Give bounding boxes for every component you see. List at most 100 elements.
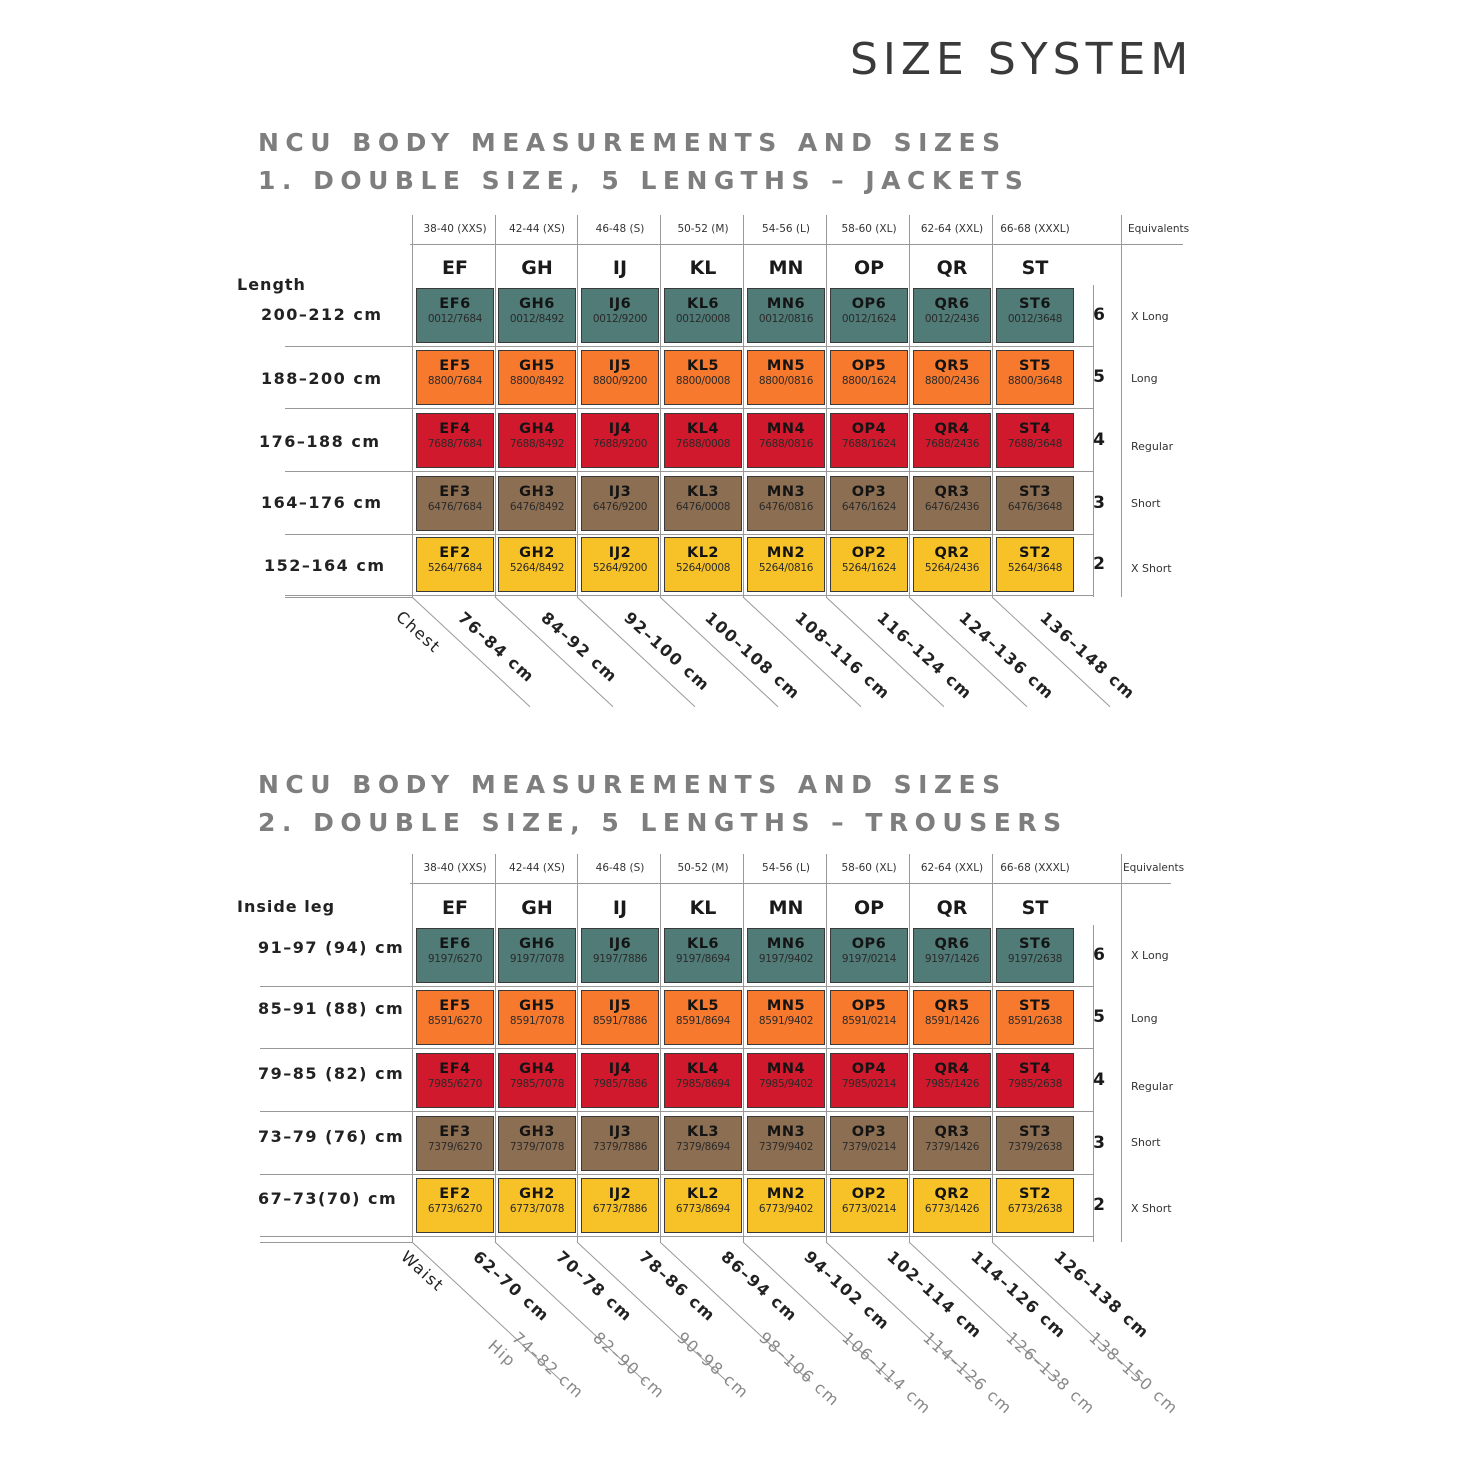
size-code: QR6 <box>934 936 970 952</box>
size-number: 9197/0214 <box>841 953 897 965</box>
size-cell-mn3: MN3 7379/9402 <box>747 1116 825 1171</box>
size-header-4: 54-56 (L) <box>762 862 810 874</box>
size-number: 7379/9402 <box>758 1141 814 1153</box>
size-number: 8800/1624 <box>841 375 897 387</box>
length-equivalent: Long <box>1131 1012 1158 1025</box>
size-code: OP6 <box>851 296 887 312</box>
size-code: GH5 <box>519 998 555 1014</box>
length-number: 3 <box>1093 493 1105 513</box>
size-number: 8591/8694 <box>675 1015 731 1027</box>
size-cell-ij6: IJ6 0012/9200 <box>581 288 659 343</box>
size-code: MN5 <box>766 998 806 1014</box>
leader-line <box>908 1241 1060 1382</box>
size-code: ST6 <box>1019 296 1051 312</box>
length-equivalent: Regular <box>1131 1080 1174 1093</box>
size-code: OP5 <box>851 998 887 1014</box>
size-number: 7688/3648 <box>1007 438 1063 450</box>
trousers-heading-line-2: 2. DOUBLE SIZE, 5 LENGTHS – TROUSERS <box>258 808 1068 837</box>
size-code: MN2 <box>766 545 806 561</box>
equivalents-header: Equivalents <box>1123 862 1185 874</box>
row-label: 73–79 (76) cm <box>258 1127 405 1146</box>
size-number: 6773/7078 <box>509 1203 565 1215</box>
row-label: 85–91 (88) cm <box>258 999 405 1018</box>
size-code: MN6 <box>766 936 806 952</box>
size-number: 7688/7684 <box>427 438 483 450</box>
size-cell-qr6: QR6 9197/1426 <box>913 928 991 983</box>
size-code: KL2 <box>686 1186 720 1202</box>
size-code: ST6 <box>1019 936 1051 952</box>
size-cell-st4: ST4 7985/2638 <box>996 1053 1074 1108</box>
size-code: EF3 <box>439 484 471 500</box>
size-cell-ef6: EF6 0012/7684 <box>416 288 494 343</box>
size-code: EF6 <box>439 936 471 952</box>
size-number: 7379/7078 <box>509 1141 565 1153</box>
size-number: 7688/8492 <box>509 438 565 450</box>
size-code: IJ5 <box>608 358 632 374</box>
size-number: 8800/8492 <box>509 375 565 387</box>
size-code: EF4 <box>439 1061 471 1077</box>
size-code: KL4 <box>686 1061 720 1077</box>
size-cell-mn4: MN4 7688/0816 <box>747 413 825 468</box>
length-number: 2 <box>1093 1195 1105 1215</box>
size-number: 7985/6270 <box>427 1078 483 1090</box>
column-divider <box>660 215 661 597</box>
size-code: MN2 <box>766 1186 806 1202</box>
size-number: 7688/2436 <box>924 438 980 450</box>
size-number: 5264/3648 <box>1007 562 1063 574</box>
size-number: 5264/1624 <box>841 562 897 574</box>
size-code: IJ3 <box>608 484 632 500</box>
size-cell-ij2: IJ2 5264/9200 <box>581 537 659 592</box>
length-number: 6 <box>1093 945 1105 965</box>
row-separator <box>285 346 1093 347</box>
size-cell-mn5: MN5 8800/0816 <box>747 350 825 405</box>
bottom-rule <box>260 1242 412 1243</box>
size-number: 8591/7886 <box>592 1015 648 1027</box>
size-number: 5264/0008 <box>675 562 731 574</box>
size-header-3: 50-52 (M) <box>677 862 729 874</box>
size-cell-op4: OP4 7985/0214 <box>830 1053 908 1108</box>
size-cell-gh3: GH3 7379/7078 <box>498 1116 576 1171</box>
equivalents-divider <box>1121 854 1122 1242</box>
size-number: 9197/7886 <box>592 953 648 965</box>
size-code: IJ5 <box>608 998 632 1014</box>
column-divider <box>826 215 827 597</box>
size-cell-op2: OP2 5264/1624 <box>830 537 908 592</box>
jackets-heading-line-2: 1. DOUBLE SIZE, 5 LENGTHS – JACKETS <box>258 166 1030 195</box>
leader-line <box>576 596 696 708</box>
size-number: 6773/0214 <box>841 1203 897 1215</box>
size-cell-mn2: MN2 6773/9402 <box>747 1178 825 1233</box>
size-cell-ef5: EF5 8800/7684 <box>416 350 494 405</box>
size-cell-qr3: QR3 7379/1426 <box>913 1116 991 1171</box>
leader-line <box>411 1241 563 1382</box>
size-number: 7379/6270 <box>427 1141 483 1153</box>
size-number: 9197/8694 <box>675 953 731 965</box>
length-number: 4 <box>1093 1070 1105 1090</box>
row-separator <box>260 1111 1093 1112</box>
size-cell-op2: OP2 6773/0214 <box>830 1178 908 1233</box>
size-code: QR4 <box>934 1061 970 1077</box>
size-code: GH4 <box>519 421 555 437</box>
column-divider <box>412 215 413 597</box>
size-code: GH4 <box>519 1061 555 1077</box>
size-code: ST2 <box>1019 1186 1051 1202</box>
size-cell-kl4: KL4 7688/0008 <box>664 413 742 468</box>
size-number: 8591/0214 <box>841 1015 897 1027</box>
leader-line <box>991 1241 1143 1382</box>
size-code: OP5 <box>851 358 887 374</box>
size-header-7: 66-68 (XXXL) <box>1000 862 1070 874</box>
size-number: 5264/8492 <box>509 562 565 574</box>
size-number: 6773/8694 <box>675 1203 731 1215</box>
size-code: IJ3 <box>608 1124 632 1140</box>
size-number: 8591/7078 <box>509 1015 565 1027</box>
size-cell-qr5: QR5 8591/1426 <box>913 990 991 1045</box>
row-label: 200–212 cm <box>261 305 383 324</box>
column-code-ij: IJ <box>612 257 628 279</box>
size-number: 5264/7684 <box>427 562 483 574</box>
size-code: IJ6 <box>608 936 632 952</box>
size-code: MN3 <box>766 484 806 500</box>
row-separator <box>285 471 1093 472</box>
size-cell-gh4: GH4 7688/8492 <box>498 413 576 468</box>
length-equivalent: X Short <box>1131 562 1172 575</box>
size-cell-kl6: KL6 9197/8694 <box>664 928 742 983</box>
